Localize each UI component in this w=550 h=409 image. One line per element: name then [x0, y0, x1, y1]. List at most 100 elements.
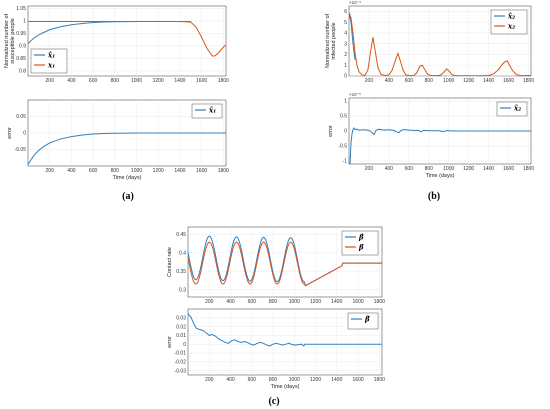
x-tick-label: 1400 [483, 166, 494, 172]
legend-box [191, 103, 223, 119]
legend-box [30, 48, 68, 74]
y-tick-label: 6 [344, 9, 347, 15]
x-tick-label: 1400 [174, 78, 185, 84]
x-tick-label: 400 [67, 168, 76, 174]
y-axis-label: error [328, 125, 334, 137]
legend-box [490, 9, 528, 35]
x-tick-label: 800 [111, 78, 120, 84]
y-tick-label: 0.8 [19, 69, 26, 75]
x-tick-label: 1600 [196, 168, 207, 174]
x-tick-label: 1600 [503, 166, 514, 172]
legend-box [496, 101, 528, 117]
axis-exponent: ×10⁻⁵ [349, 92, 361, 97]
x-tick-label: 1200 [153, 78, 164, 84]
legend-entry: x₂ [507, 22, 515, 31]
y-axis-label: error [167, 336, 173, 348]
y-tick-label: 0.45 [176, 232, 186, 238]
y-tick-label: 1 [344, 63, 347, 69]
y-tick-label: -0.05 [15, 147, 27, 153]
x-tick-label: 200 [46, 78, 55, 84]
chart-b_top: 200 400 600 800 1000 1200 1400 1600 1800 0 1 2 3 4 5 6×… [325, 0, 534, 84]
y-tick-label: 0.95 [16, 31, 26, 37]
x-tick-label: 1000 [289, 299, 300, 305]
legend: x̃₂ [496, 101, 528, 117]
y-axis-label: Normalized number of [4, 13, 10, 68]
panel-label-b: (b) [428, 191, 440, 202]
x-tick-label: 800 [269, 377, 278, 383]
y-tick-label: 0.02 [176, 324, 186, 330]
x-axis-label: Time (days) [271, 384, 300, 390]
x-tick-label: 800 [425, 166, 434, 172]
x-tick-label: 1800 [374, 377, 385, 383]
y-tick-label: -0.03 [175, 368, 187, 374]
y-tick-label: 0.4 [179, 250, 186, 256]
y-tick-label: 0.03 [176, 316, 186, 322]
x-tick-label: 800 [269, 299, 278, 305]
y-axis-label: Normalized number of [325, 13, 331, 68]
y-tick-label: 0.01 [176, 333, 186, 339]
x-tick-label: 1000 [131, 168, 142, 174]
y-tick-label: 0 [23, 131, 26, 137]
x-tick-label: 1400 [483, 78, 494, 84]
series-line-1 [349, 13, 356, 60]
x-tick-label: 600 [248, 377, 257, 383]
x-tick-label: 600 [405, 166, 414, 172]
y-tick-label: 0.05 [16, 114, 26, 120]
chart-c_bottom: 200 400 600 800 1000 1200 1400 1600 1800 -0.03 -0.… [167, 308, 385, 390]
legend-entry: x̃₂ [513, 104, 521, 113]
x-tick-label: 1800 [523, 166, 534, 172]
legend-entry: x̃₁ [208, 106, 216, 115]
series-line-2 [349, 12, 531, 76]
x-tick-label: 1800 [374, 299, 385, 305]
x-tick-label: 200 [365, 166, 374, 172]
x-tick-label: 400 [385, 166, 394, 172]
legend-entry: β [358, 243, 364, 252]
y-tick-label: 0 [344, 129, 347, 135]
legend: x̂₂x₂ [490, 9, 528, 35]
x-tick-label: 400 [226, 377, 235, 383]
y-tick-label: -0.5 [338, 144, 347, 150]
x-tick-label: 800 [111, 168, 120, 174]
x-tick-label: 1200 [310, 299, 321, 305]
y-tick-label: 0.5 [340, 114, 347, 120]
y-tick-label: 0 [344, 74, 347, 80]
x-tick-label: 200 [46, 168, 55, 174]
legend: x̂₁x₁ [30, 48, 68, 74]
x-tick-label: 600 [89, 168, 98, 174]
y-tick-label: 5 [344, 20, 347, 26]
legend: β̃ [347, 312, 379, 330]
y-tick-label: -0.01 [175, 351, 187, 357]
x-tick-label: 1400 [331, 377, 342, 383]
legend: x̃₁ [191, 103, 223, 119]
x-tick-label: 1200 [310, 377, 321, 383]
legend: β̂β [341, 230, 379, 256]
x-tick-label: 800 [425, 78, 434, 84]
x-tick-label: 1800 [218, 168, 229, 174]
x-tick-label: 1000 [443, 78, 454, 84]
x-tick-label: 400 [67, 78, 76, 84]
y-tick-label: 1 [23, 19, 26, 25]
x-tick-label: 1800 [523, 78, 534, 84]
x-tick-label: 1200 [463, 166, 474, 172]
y-tick-label: 0.3 [179, 287, 186, 293]
axis-exponent: ×10⁻⁴ [349, 0, 361, 5]
chart-a_top: 200 400 600 800 1000 1200 1400 1600 1800 0.8 0.85 0… [4, 5, 229, 84]
x-tick-label: 1600 [503, 78, 514, 84]
legend-box [347, 312, 379, 330]
x-axis-label: Time (days) [426, 173, 455, 179]
x-tick-label: 400 [226, 299, 235, 305]
series-line-2 [28, 21, 226, 57]
x-tick-label: 600 [248, 299, 257, 305]
x-tick-label: 1400 [174, 168, 185, 174]
series-line-1 [28, 132, 226, 165]
x-tick-label: 200 [205, 299, 214, 305]
x-tick-label: 600 [89, 78, 98, 84]
y-tick-label: 0.35 [176, 269, 186, 275]
y-axis-label: Contact rate [167, 247, 173, 277]
y-tick-label: 0.9 [19, 44, 26, 50]
y-tick-label: 2 [344, 52, 347, 58]
panel-label-c: (c) [268, 396, 279, 407]
y-tick-label: 1.05 [16, 6, 26, 12]
chart-a_bottom: 200 400 600 800 1000 1200 1400 1600 1800 -0.05 0 0.… [7, 99, 229, 181]
